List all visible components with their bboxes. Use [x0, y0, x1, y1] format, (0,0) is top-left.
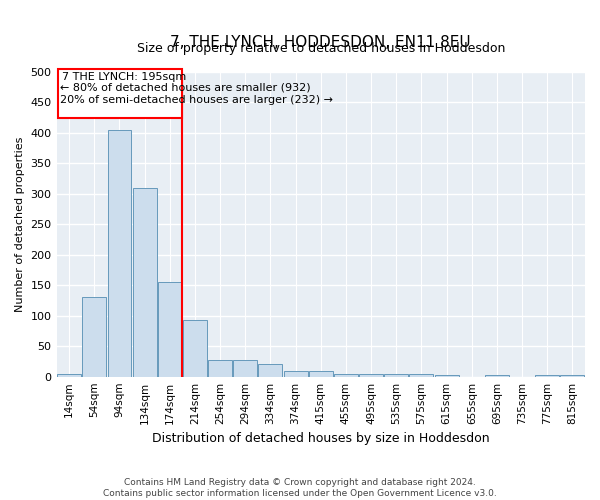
Bar	[334, 374, 358, 376]
Bar	[359, 374, 383, 376]
Bar	[158, 282, 182, 376]
Bar	[57, 374, 81, 376]
Text: ← 80% of detached houses are smaller (932): ← 80% of detached houses are smaller (93…	[61, 83, 311, 93]
Bar	[233, 360, 257, 376]
Bar	[434, 375, 458, 376]
Y-axis label: Number of detached properties: Number of detached properties	[15, 136, 25, 312]
Bar	[409, 374, 433, 376]
FancyBboxPatch shape	[58, 69, 182, 117]
Bar	[385, 374, 408, 376]
Bar	[107, 130, 131, 376]
Text: 7 THE LYNCH: 195sqm: 7 THE LYNCH: 195sqm	[62, 72, 186, 82]
Text: Size of property relative to detached houses in Hoddesdon: Size of property relative to detached ho…	[137, 42, 505, 55]
Bar	[259, 364, 283, 376]
Bar	[284, 370, 308, 376]
Bar	[82, 298, 106, 376]
Bar	[208, 360, 232, 376]
Bar	[183, 320, 207, 376]
Text: 20% of semi-detached houses are larger (232) →: 20% of semi-detached houses are larger (…	[61, 94, 334, 104]
Text: Contains HM Land Registry data © Crown copyright and database right 2024.
Contai: Contains HM Land Registry data © Crown c…	[103, 478, 497, 498]
Bar	[133, 188, 157, 376]
X-axis label: Distribution of detached houses by size in Hoddesdon: Distribution of detached houses by size …	[152, 432, 490, 445]
Title: 7, THE LYNCH, HODDESDON, EN11 8EU: 7, THE LYNCH, HODDESDON, EN11 8EU	[170, 35, 471, 50]
Bar	[309, 370, 333, 376]
